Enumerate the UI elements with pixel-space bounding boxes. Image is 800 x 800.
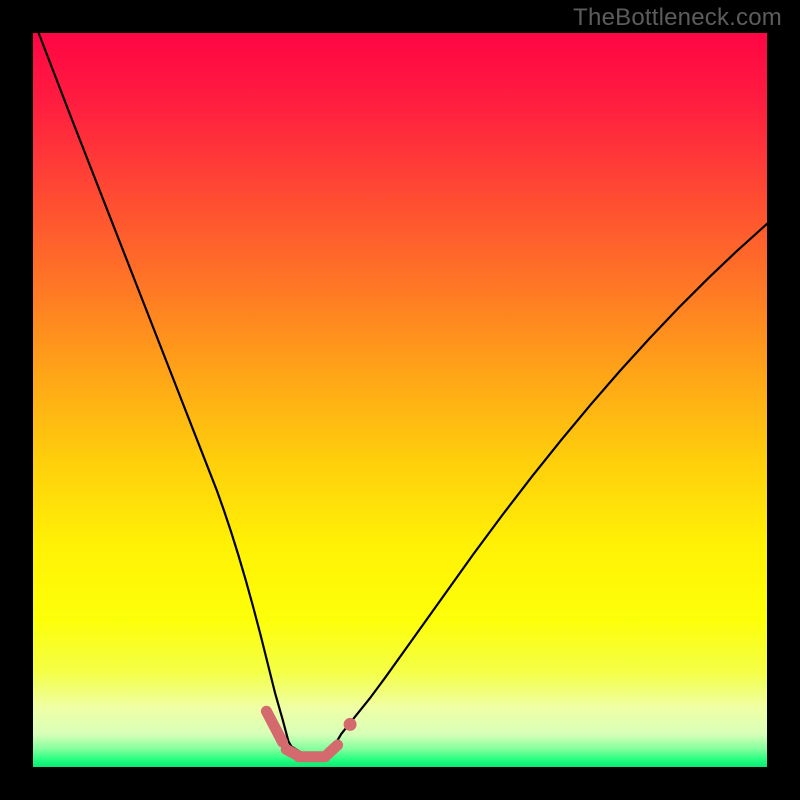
watermark-text: TheBottleneck.com xyxy=(573,4,782,32)
bottleneck-curve xyxy=(33,18,767,755)
chart-stage: TheBottleneck.com xyxy=(0,0,800,800)
curve-bottom-marks xyxy=(266,711,356,757)
bottom-mark-segment xyxy=(327,745,338,755)
bottom-mark-dot xyxy=(344,718,357,731)
curve-layer xyxy=(33,33,767,767)
plot-frame xyxy=(33,33,767,767)
bottom-mark-segment xyxy=(266,711,282,742)
